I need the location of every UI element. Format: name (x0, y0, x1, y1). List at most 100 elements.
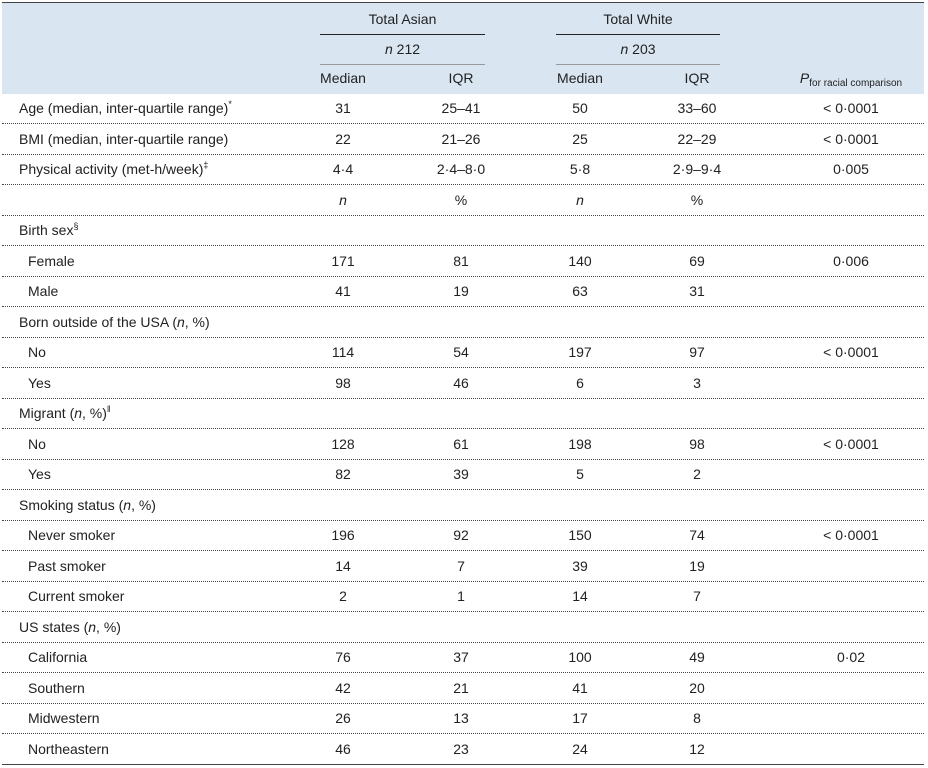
cell: 14 (335, 558, 351, 574)
text: US states ( (19, 618, 89, 635)
cell: 22–29 (678, 131, 717, 147)
text: < 0·0001 (823, 130, 879, 147)
cell: < 0·0001 (823, 436, 879, 452)
cell: 140 (568, 253, 591, 269)
text: 20 (689, 679, 705, 696)
table-row: BMI (median, inter-quartile range) 22 21–2… (2, 124, 924, 155)
n-label: n (384, 41, 393, 57)
table-row: Born outside of the USA (n, %) (2, 307, 924, 338)
text: < 0·0001 (823, 527, 879, 543)
cell: 41 (572, 680, 588, 696)
table-row: Birth sex§ (2, 215, 924, 246)
row-label: Female (28, 253, 75, 269)
text: 196 (331, 527, 355, 543)
table-row: n% n% (2, 185, 924, 216)
cell: 0·005 (833, 161, 869, 177)
group-rule (320, 34, 485, 35)
column-heading: Median (557, 70, 603, 86)
cell: 98 (335, 375, 351, 391)
cell: 23 (453, 741, 469, 757)
sup: § (73, 221, 79, 231)
text: Northeastern (28, 740, 109, 757)
text: Physical activity (met-h/week) (19, 161, 204, 177)
table-row: Yes 82 39 5 2 (2, 459, 924, 490)
text: 97 (689, 344, 705, 360)
cell: 25–41 (442, 100, 481, 116)
text: 0·006 (833, 252, 869, 269)
text: 33–60 (677, 100, 717, 116)
cell: 4·4 (333, 161, 353, 177)
text: 23 (453, 740, 469, 757)
cell: 2 (339, 588, 347, 604)
row-label: Birth sex§ (19, 221, 79, 239)
text: % (690, 191, 704, 208)
text: 198 (568, 435, 592, 452)
sup: ‖ (106, 404, 111, 414)
text: 22–29 (677, 130, 717, 147)
row-label: No (28, 436, 46, 452)
row-label: Current smoker (28, 588, 124, 604)
cell: 2 (693, 466, 701, 482)
text: 39 (453, 466, 469, 482)
cell: 19 (453, 283, 469, 299)
text: 63 (572, 283, 588, 299)
table-row: Female 171 81 140 69 0·006 (2, 246, 924, 277)
cell: n (339, 192, 347, 208)
text: Smoking status ( (19, 496, 124, 513)
text: 54 (453, 344, 469, 360)
text: , %) (82, 405, 107, 421)
text: 31 (689, 283, 705, 299)
table-row: Southern 42 21 41 20 (2, 673, 924, 704)
italic: n (123, 496, 132, 513)
text: 128 (331, 435, 355, 452)
text: 46 (453, 374, 469, 391)
row-label: US states (n, %) (19, 619, 121, 635)
group-heading: Total Asian (368, 11, 437, 27)
text: 1 (457, 588, 465, 604)
row-label: Physical activity (met-h/week)‡ (19, 161, 208, 178)
italic: n (88, 618, 97, 635)
table-row: Past smoker 14 7 39 19 (2, 551, 924, 582)
cell: 82 (335, 466, 351, 482)
table-row: California 76 37 100 49 0·02 (2, 642, 924, 673)
text: 25 (572, 130, 588, 147)
table-row: Age (median, inter-quartile range)* 31 25–… (2, 93, 924, 124)
cell: 33–60 (678, 100, 717, 116)
table-row: Male 41 19 63 31 (2, 276, 924, 307)
n-value: 203 (632, 41, 656, 57)
table-row: Current smoker 2 1 14 7 (2, 581, 924, 612)
text: 37 (453, 649, 469, 665)
text: Born outside of the USA ( (19, 313, 177, 330)
cell: 50 (572, 100, 588, 116)
cell: 5·8 (570, 161, 590, 177)
cell: % (455, 192, 467, 208)
text: 6 (576, 374, 584, 391)
text: 31 (335, 100, 351, 116)
text: 42 (335, 679, 351, 696)
cell: 31 (335, 100, 351, 116)
cell: 14 (572, 588, 588, 604)
text: 114 (331, 344, 355, 360)
row-label: BMI (median, inter-quartile range) (19, 131, 228, 147)
italic: n (74, 405, 83, 421)
text: 25–41 (441, 100, 481, 116)
text: 69 (689, 252, 705, 269)
row-label: Age (median, inter-quartile range)* (19, 100, 232, 117)
cell: 69 (689, 253, 705, 269)
row-label: Yes (28, 375, 51, 391)
n-value: 212 (396, 41, 421, 57)
cell: 17 (572, 710, 588, 726)
text: 197 (568, 344, 592, 360)
row-label: Midwestern (28, 710, 100, 726)
text: < 0·0001 (823, 100, 879, 116)
row-label: No (28, 344, 46, 360)
row-label: Southern (28, 680, 85, 696)
cell: n (576, 192, 584, 208)
text: 81 (453, 252, 469, 269)
p-subscript: for racial comparison (809, 78, 903, 89)
table-row: Midwestern 26 13 17 8 (2, 703, 924, 734)
cell: 26 (335, 710, 351, 726)
cell: 46 (453, 375, 469, 391)
text: Migrant ( (19, 405, 75, 421)
cell: 24 (572, 741, 588, 757)
